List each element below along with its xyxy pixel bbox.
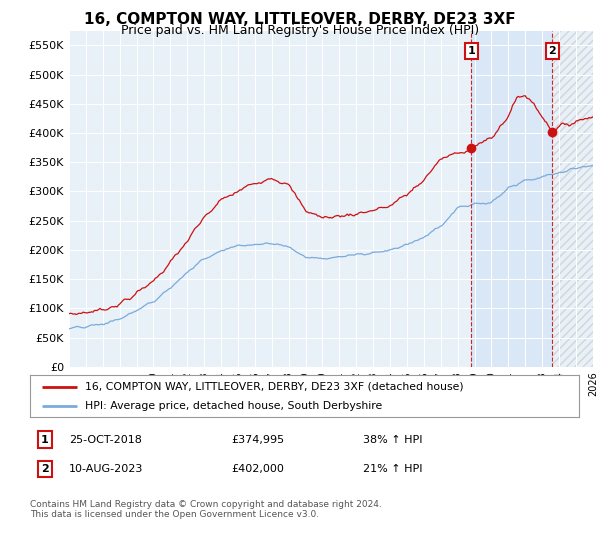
Text: 1: 1 <box>467 46 475 56</box>
Bar <box>553 31 593 367</box>
Text: 1: 1 <box>41 435 49 445</box>
Text: £374,995: £374,995 <box>231 435 284 445</box>
Text: £402,000: £402,000 <box>231 464 284 474</box>
Text: 38% ↑ HPI: 38% ↑ HPI <box>363 435 422 445</box>
Bar <box>472 31 553 367</box>
Text: 21% ↑ HPI: 21% ↑ HPI <box>363 464 422 474</box>
Text: 10-AUG-2023: 10-AUG-2023 <box>69 464 143 474</box>
Text: Price paid vs. HM Land Registry's House Price Index (HPI): Price paid vs. HM Land Registry's House … <box>121 24 479 37</box>
Text: HPI: Average price, detached house, South Derbyshire: HPI: Average price, detached house, Sout… <box>85 401 382 411</box>
Text: Contains HM Land Registry data © Crown copyright and database right 2024.
This d: Contains HM Land Registry data © Crown c… <box>30 500 382 519</box>
Text: 16, COMPTON WAY, LITTLEOVER, DERBY, DE23 3XF (detached house): 16, COMPTON WAY, LITTLEOVER, DERBY, DE23… <box>85 381 464 391</box>
Text: 25-OCT-2018: 25-OCT-2018 <box>69 435 142 445</box>
Text: 2: 2 <box>41 464 49 474</box>
Text: 2: 2 <box>548 46 556 56</box>
Text: 16, COMPTON WAY, LITTLEOVER, DERBY, DE23 3XF: 16, COMPTON WAY, LITTLEOVER, DERBY, DE23… <box>84 12 516 27</box>
